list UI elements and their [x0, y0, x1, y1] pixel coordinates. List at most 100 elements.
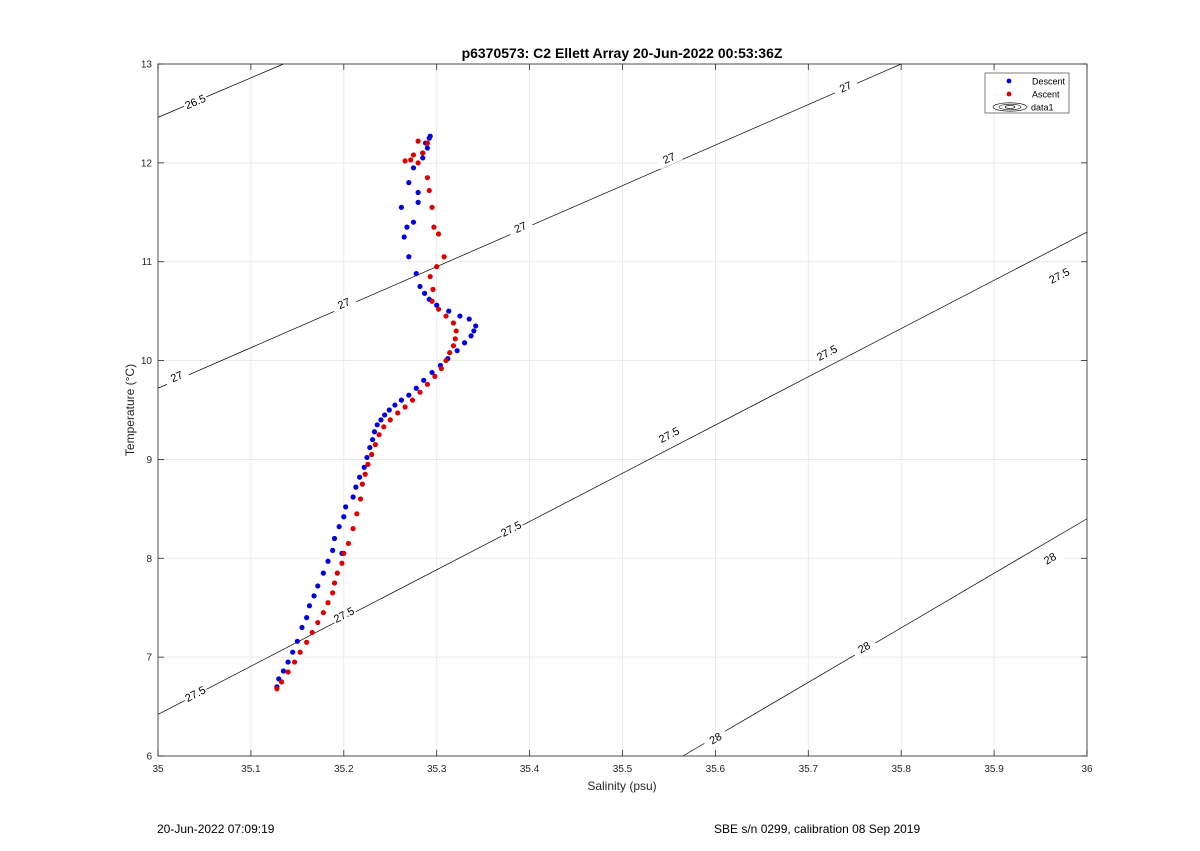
y-tick-label: 6 [146, 752, 152, 763]
descent-point [398, 204, 404, 210]
contour-label-group: 27 [162, 365, 191, 388]
descent-point [364, 454, 370, 461]
ascent-point [410, 152, 417, 158]
descent-point [406, 392, 412, 398]
ascent-point [443, 313, 449, 319]
descent-point [410, 165, 417, 171]
ascent-point [427, 273, 433, 280]
descent-point [299, 624, 305, 631]
descent-point [413, 270, 419, 277]
descent-point [306, 603, 313, 609]
ascent-point [325, 600, 331, 606]
ascent-point [354, 511, 360, 517]
contour-label-group: 27 [655, 146, 683, 170]
ascent-point [431, 224, 437, 230]
ascent-point [420, 150, 426, 156]
ascent-point [432, 373, 438, 379]
descent-point [350, 494, 356, 500]
ascent-point [395, 410, 401, 416]
descent-point [406, 254, 412, 260]
contour-line [682, 518, 1088, 757]
descent-point [331, 535, 338, 542]
ascent-point [376, 432, 382, 438]
ascent-point [402, 404, 408, 410]
contour-label: 27 [513, 220, 529, 236]
ascent-point [372, 442, 378, 448]
legend-descent-marker [1006, 78, 1012, 84]
contour-label-bg [181, 681, 210, 706]
contour-label-bg [850, 635, 878, 660]
contour-label-group: 28 [1035, 546, 1064, 571]
descent-point [410, 219, 417, 225]
descent-point [415, 199, 421, 205]
ascent-point [409, 397, 416, 403]
contour-label-group: 27 [506, 215, 535, 239]
ascent-point [341, 550, 347, 556]
contour-label-bg [329, 602, 358, 627]
descent-point [280, 668, 287, 674]
ascent-point [274, 686, 280, 692]
ascent-point [278, 679, 285, 685]
y-tick-label: 8 [146, 554, 152, 565]
ascent-point [441, 254, 447, 260]
descent-point [353, 484, 359, 490]
descent-point [404, 224, 410, 230]
ascent-point [435, 306, 442, 312]
chart-title: p6370573: C2 Ellett Array 20-Jun-2022 00… [462, 45, 783, 61]
contour-label-group: 27 [330, 292, 358, 315]
descent-point [311, 593, 317, 599]
y-tick-label: 11 [142, 257, 153, 268]
descent-point [466, 316, 472, 322]
contour-label-bg [1035, 546, 1064, 571]
ascent-point [438, 365, 444, 372]
contour-label: 27 [661, 151, 677, 167]
descent-point [371, 429, 378, 435]
descent-point [471, 328, 477, 334]
ascent-point [320, 610, 326, 616]
descent-point [386, 407, 392, 413]
contour-label-bg [181, 90, 209, 113]
legend-data1-label: data1 [1031, 103, 1054, 113]
ascent-point [345, 540, 352, 547]
contour-label: 27 [169, 369, 185, 385]
ascent-point [304, 639, 310, 645]
ascent-point [434, 264, 440, 270]
ascent-point [362, 471, 368, 477]
descent-point [415, 189, 421, 196]
ascent-point [291, 659, 298, 665]
ascent-point [285, 669, 291, 675]
ascent-point [426, 187, 432, 194]
y-tick-label: 7 [146, 653, 152, 664]
descent-point [336, 524, 342, 530]
x-tick-label: 35.8 [891, 764, 911, 775]
contour-label-group: 28 [850, 635, 878, 660]
ascent-point [402, 158, 408, 164]
ascent-point [339, 560, 345, 566]
descent-point [294, 638, 300, 644]
x-axis-label: Salinity (psu) [587, 779, 656, 793]
ascent-point [424, 140, 431, 146]
descent-point [315, 583, 321, 589]
ascent-point [453, 328, 459, 334]
contour-line [157, 63, 284, 118]
ascent-point [424, 381, 431, 387]
descent-point [461, 340, 468, 346]
axis-ticks: 35 35.1 35.2 35.3 35.4 35.5 35.6 35.7 35.8 35.9 36… [141, 60, 1093, 776]
descent-point [285, 659, 291, 665]
descent-point [420, 155, 426, 161]
descent-point [427, 133, 433, 139]
y-tick-label: 10 [141, 356, 153, 367]
contour-label: 27 [838, 80, 854, 96]
contour-label-bg [655, 422, 683, 447]
descent-point [473, 323, 479, 329]
ascent-point [381, 424, 387, 430]
descent-point [341, 514, 347, 520]
ascent-point [387, 417, 393, 423]
footer-calibration: SBE s/n 0299, calibration 08 Sep 2019 [714, 822, 921, 836]
y-tick-label: 12 [141, 158, 153, 169]
descent-point [320, 570, 326, 576]
ascent-point [417, 389, 423, 395]
x-tick-label: 35.1 [241, 764, 261, 775]
descent-point [325, 558, 331, 564]
